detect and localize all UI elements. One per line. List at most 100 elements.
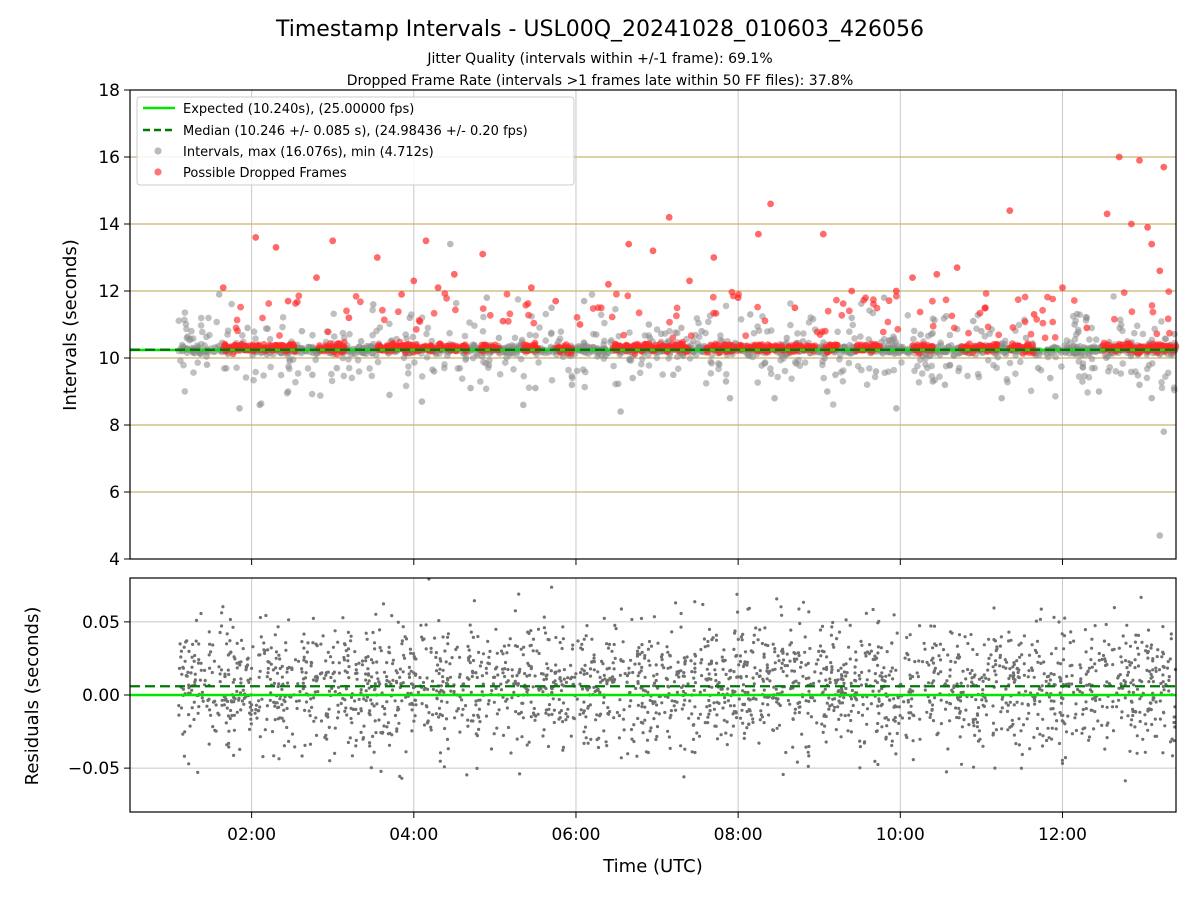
residual-point: [1133, 658, 1137, 662]
dropped-frame-point: [313, 274, 320, 281]
residual-point: [962, 718, 966, 722]
residual-point: [225, 706, 229, 710]
interval-point: [848, 343, 855, 351]
dropped-frame-point: [1153, 330, 1161, 338]
residual-point: [179, 655, 183, 659]
residual-point: [732, 670, 736, 674]
dropped-frame-point: [791, 304, 799, 312]
interval-point: [224, 331, 231, 338]
dropped-frame-point: [324, 328, 332, 336]
residual-point: [192, 659, 196, 663]
residual-point: [719, 733, 723, 737]
residual-point: [715, 700, 719, 704]
residual-point: [1115, 705, 1119, 709]
residual-point: [741, 721, 745, 725]
dropped-frame-point: [1070, 297, 1078, 304]
residual-point: [710, 638, 714, 642]
interval-point: [348, 374, 356, 382]
residual-point: [1165, 666, 1170, 670]
residual-point: [438, 759, 442, 763]
residual-point: [845, 671, 849, 675]
residual-point: [793, 711, 797, 715]
residual-point: [434, 655, 438, 660]
interval-point: [175, 317, 183, 325]
residual-point: [216, 711, 220, 715]
residual-point: [953, 660, 957, 664]
residual-point: [837, 630, 842, 634]
interval-point: [929, 315, 937, 323]
interval-point: [717, 332, 724, 339]
residual-point: [357, 697, 361, 702]
interval-point: [466, 319, 473, 326]
residual-point: [779, 666, 784, 670]
residual-point: [318, 672, 322, 676]
residual-point: [552, 720, 556, 725]
residual-point: [187, 762, 191, 766]
residual-point: [375, 702, 379, 706]
residual-point: [471, 719, 475, 723]
interval-point: [197, 322, 205, 329]
residual-point: [385, 661, 389, 665]
residual-point: [443, 649, 447, 653]
interval-point: [510, 366, 517, 373]
residual-point: [885, 724, 889, 728]
residual-point: [957, 633, 962, 637]
residual-point: [1111, 663, 1115, 667]
residual-point: [287, 618, 291, 622]
residual-point: [218, 680, 222, 684]
residual-point: [301, 677, 306, 681]
residual-point: [813, 699, 817, 703]
residual-point: [1098, 697, 1102, 702]
residual-point: [379, 649, 383, 653]
interval-point: [1001, 340, 1009, 348]
residual-point: [742, 736, 746, 741]
residual-point: [1042, 672, 1046, 676]
interval-point: [542, 310, 550, 318]
intervals-y-tick-label: 6: [109, 483, 120, 503]
interval-point: [1139, 330, 1147, 338]
residual-point: [1019, 766, 1024, 770]
residual-point: [849, 730, 854, 734]
interval-point: [328, 377, 336, 385]
interval-point: [898, 359, 905, 366]
residual-point: [693, 600, 697, 604]
dropped-frame-point: [503, 290, 511, 298]
residual-point: [285, 666, 290, 671]
residual-point: [1112, 606, 1116, 610]
interval-point: [964, 372, 971, 380]
dropped-frame-point: [450, 270, 458, 278]
residual-point: [266, 666, 270, 671]
residual-point: [1131, 678, 1135, 682]
residual-point: [424, 647, 428, 651]
residual-point: [297, 699, 301, 703]
interval-point: [801, 359, 809, 366]
residual-point: [1138, 719, 1142, 724]
residual-point: [643, 656, 647, 660]
residual-point: [646, 750, 650, 755]
intervals-y-tick-label: 14: [98, 215, 120, 235]
residual-point: [736, 637, 740, 642]
residual-point: [602, 616, 606, 621]
residual-point: [874, 729, 879, 734]
residual-point: [822, 667, 826, 671]
residual-point: [426, 687, 430, 692]
residual-point: [357, 661, 361, 665]
interval-point: [1104, 353, 1111, 360]
residual-point: [381, 704, 385, 709]
residual-point: [612, 667, 616, 671]
residual-point: [683, 747, 687, 751]
interval-point: [1074, 326, 1082, 334]
residual-point: [667, 735, 672, 739]
residual-point: [370, 675, 374, 679]
dropped-frame-point: [678, 343, 686, 350]
interval-point: [1119, 360, 1127, 367]
residual-point: [752, 633, 756, 637]
residual-point: [336, 685, 341, 689]
residual-point: [613, 623, 617, 628]
dropped-frame-point: [1049, 295, 1057, 303]
residual-point: [541, 672, 545, 676]
interval-point: [1084, 389, 1091, 396]
interval-point: [369, 306, 376, 314]
residual-point: [795, 760, 800, 764]
residual-point: [258, 735, 262, 739]
